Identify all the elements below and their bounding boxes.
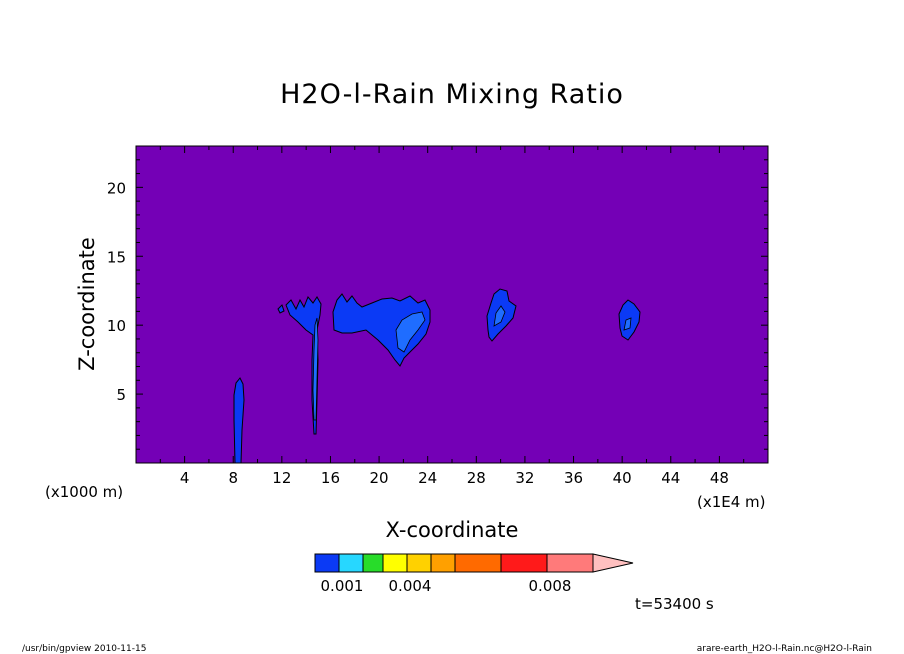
x-axis-ticks: 4 8 12 16 20 24 28 32 36 40 44 48: [159, 146, 745, 487]
y-tick-label: 10: [107, 317, 126, 335]
colorbar-swatch: [338, 553, 364, 573]
colorbar-swatch: [500, 553, 548, 573]
y-tick-label: 15: [107, 248, 126, 266]
x-tick-label: 12: [272, 469, 291, 487]
colorbar-swatch: [382, 553, 408, 573]
contour-anvil-speck: [277, 304, 285, 314]
x-tick-label: 16: [321, 469, 340, 487]
contour-cloud-x29-core: [493, 305, 506, 327]
x-tick-label: 28: [467, 469, 486, 487]
colorbar-over-arrow: [592, 553, 634, 573]
colorbar-swatch: [546, 553, 594, 573]
y-tick-label: 5: [116, 386, 126, 404]
x-tick-label: 36: [564, 469, 583, 487]
contour-main-cloud-core: [395, 311, 426, 353]
colorbar-label: 0.004: [389, 577, 432, 595]
colorbar-labels: 0.001 0.004 0.008: [321, 577, 572, 595]
x-tick-label: 48: [710, 469, 729, 487]
x-tick-label: 32: [515, 469, 534, 487]
plot-area: [136, 146, 768, 463]
y-axis-ticks: 5 10 15 20: [107, 159, 768, 450]
contour-column-x14-core: [312, 317, 319, 421]
footer-left: /usr/bin/gpview 2010-11-15: [22, 644, 146, 654]
colorbar-swatch: [362, 553, 384, 573]
colorbar-swatch: [314, 553, 340, 573]
colorbar: [314, 553, 634, 573]
contour-column-x8: [233, 377, 245, 464]
x-tick-label: 20: [370, 469, 389, 487]
colorbar-swatch: [454, 553, 502, 573]
x-tick-label: 44: [661, 469, 680, 487]
chart-title: H2O-l-Rain Mixing Ratio: [280, 79, 624, 110]
x-axis-title: X-coordinate: [386, 518, 519, 542]
colorbar-label: 0.001: [321, 577, 364, 595]
y-tick-label: 20: [107, 179, 126, 197]
footer-right: arare-earth_H2O-l-Rain.nc@H2O-l-Rain: [697, 644, 872, 654]
x-tick-label: 40: [613, 469, 632, 487]
x-unit-left: (x1000 m): [45, 483, 123, 501]
contour-field: [233, 288, 641, 464]
y-axis-title: Z-coordinate: [75, 237, 99, 371]
x-unit-right: (x1E4 m): [697, 493, 766, 511]
colorbar-label: 0.008: [529, 577, 572, 595]
x-tick-label: 24: [418, 469, 437, 487]
colorbar-swatch: [430, 553, 456, 573]
time-annotation: t=53400 s: [635, 595, 714, 613]
colorbar-swatch: [406, 553, 432, 573]
contour-cloud-x40-core: [623, 317, 632, 331]
x-tick-label: 8: [228, 469, 238, 487]
x-tick-label: 4: [180, 469, 190, 487]
